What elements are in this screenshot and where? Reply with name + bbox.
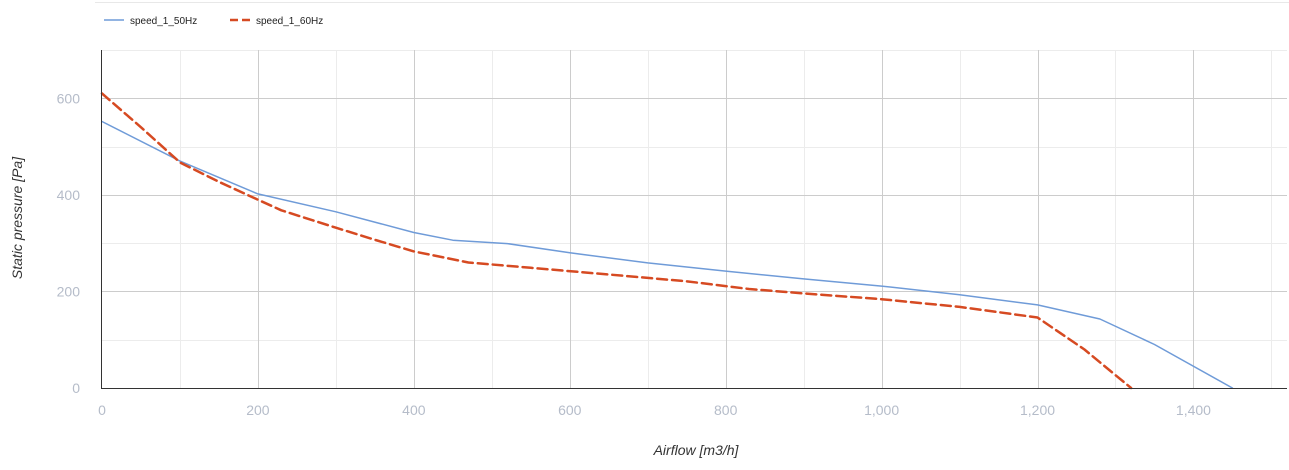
x-tick-label: 800	[714, 402, 738, 418]
y-tick-label: 0	[72, 380, 80, 396]
minor-grid	[102, 50, 1287, 388]
series-line-speed_1_50Hz	[101, 120, 1234, 389]
x-tick-label: 0	[98, 402, 106, 418]
y-tick-label: 400	[57, 187, 81, 203]
major-grid	[102, 50, 1287, 388]
x-tick-label: 1,000	[864, 402, 899, 418]
x-tick-label: 600	[558, 402, 582, 418]
x-tick-label: 1,200	[1020, 402, 1055, 418]
x-tick-label: 200	[246, 402, 270, 418]
axes-layer	[101, 50, 1287, 389]
tick-label-layer: 0 200 400 600 800 1,000 1,200 1,400 0 200 400 600	[57, 90, 1212, 418]
chart-legend[interactable]: speed_1_50Hz speed_1_60Hz	[104, 16, 323, 27]
y-axis-label: Static pressure [Pa]	[9, 156, 25, 279]
x-tick-label: 1,400	[1176, 402, 1211, 418]
y-tick-label: 200	[57, 283, 81, 299]
series-line-speed_1_60Hz	[100, 92, 1133, 390]
x-tick-label: 400	[402, 402, 426, 418]
x-axis-label: Airflow [m3/h]	[653, 442, 740, 458]
series-layer	[100, 92, 1234, 390]
y-tick-label: 600	[57, 90, 81, 106]
legend-label-speed_1_50Hz[interactable]: speed_1_50Hz	[130, 16, 197, 27]
legend-label-speed_1_60Hz[interactable]: speed_1_60Hz	[256, 16, 323, 27]
